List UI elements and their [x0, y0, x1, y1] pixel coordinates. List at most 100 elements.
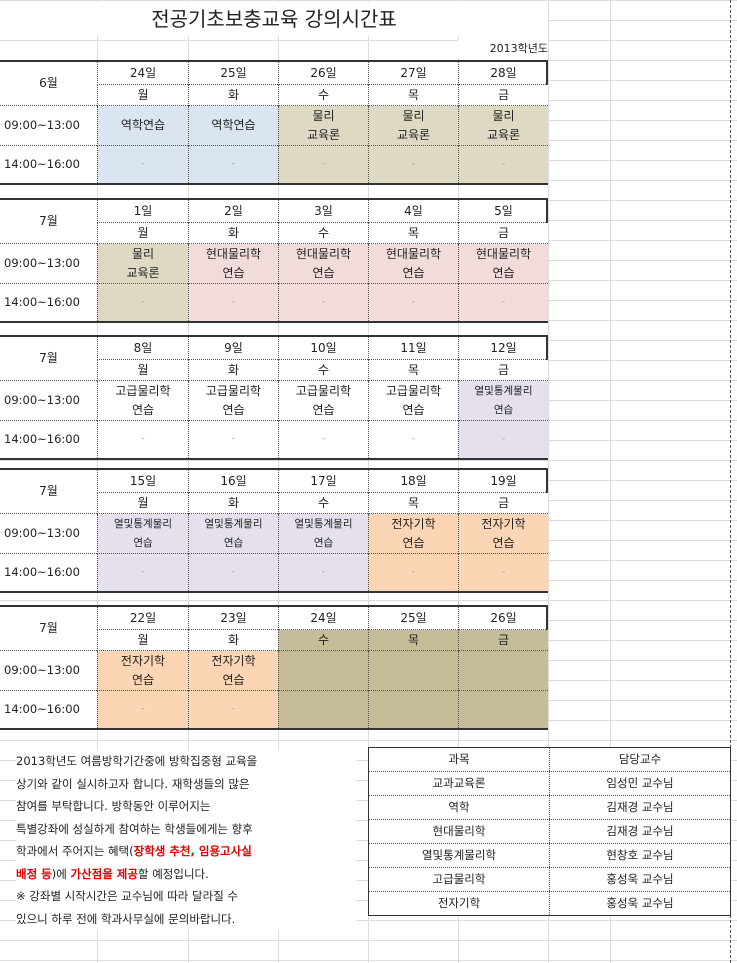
date-cell[interactable]: 11일: [368, 337, 458, 360]
morning-class-cell[interactable]: 열및통계물리 연습: [458, 381, 548, 421]
afternoon-class-cell[interactable]: [278, 691, 368, 728]
afternoon-class-cell[interactable]: -: [97, 146, 188, 183]
date-cell[interactable]: 23일: [188, 607, 278, 630]
afternoon-class-cell[interactable]: -: [188, 146, 278, 183]
afternoon-class-cell[interactable]: -: [97, 284, 188, 321]
date-cell[interactable]: 9일: [188, 337, 278, 360]
weekday-cell[interactable]: 화: [188, 223, 278, 244]
afternoon-class-cell[interactable]: -: [188, 284, 278, 321]
afternoon-class-cell[interactable]: -: [458, 146, 548, 183]
date-cell[interactable]: 18일: [368, 470, 458, 493]
date-cell[interactable]: 26일: [278, 62, 368, 85]
morning-class-cell[interactable]: 고급물리학 연습: [278, 381, 368, 421]
morning-class-cell[interactable]: 물리 교육론: [368, 106, 458, 146]
morning-class-cell[interactable]: 고급물리학 연습: [97, 381, 188, 421]
weekday-cell[interactable]: 금: [458, 223, 548, 244]
morning-class-cell[interactable]: 현대물리학 연습: [458, 244, 548, 284]
weekday-cell[interactable]: 화: [188, 630, 278, 651]
weekday-cell[interactable]: 금: [458, 493, 548, 514]
weekday-cell[interactable]: 수: [278, 493, 368, 514]
weekday-cell[interactable]: 목: [368, 223, 458, 244]
morning-class-cell[interactable]: 전자기학 연습: [97, 651, 188, 691]
afternoon-class-cell[interactable]: -: [368, 554, 458, 591]
date-cell[interactable]: 26일: [458, 607, 548, 630]
date-cell[interactable]: 12일: [458, 337, 548, 360]
morning-class-cell[interactable]: 역학연습: [97, 106, 188, 146]
afternoon-class-cell[interactable]: -: [278, 421, 368, 458]
date-cell[interactable]: 25일: [188, 62, 278, 85]
weekday-cell[interactable]: 월: [97, 223, 188, 244]
morning-class-cell[interactable]: 열및통계물리 연습: [278, 514, 368, 554]
date-cell[interactable]: 16일: [188, 470, 278, 493]
morning-class-cell[interactable]: [278, 651, 368, 691]
date-cell[interactable]: 22일: [97, 607, 188, 630]
afternoon-class-cell[interactable]: -: [458, 554, 548, 591]
weekday-cell[interactable]: 목: [368, 85, 458, 106]
afternoon-class-cell[interactable]: -: [458, 421, 548, 458]
morning-class-cell[interactable]: 고급물리학 연습: [188, 381, 278, 421]
date-cell[interactable]: 1일: [97, 200, 188, 223]
weekday-cell[interactable]: 화: [188, 85, 278, 106]
date-cell[interactable]: 3일: [278, 200, 368, 223]
weekday-cell[interactable]: 금: [458, 360, 548, 381]
afternoon-class-cell[interactable]: -: [368, 421, 458, 458]
morning-class-cell[interactable]: 물리 교육론: [278, 106, 368, 146]
weekday-cell[interactable]: 수: [278, 360, 368, 381]
afternoon-class-cell[interactable]: -: [97, 691, 188, 728]
afternoon-class-cell[interactable]: [368, 691, 458, 728]
afternoon-class-cell[interactable]: -: [188, 554, 278, 591]
date-cell[interactable]: 25일: [368, 607, 458, 630]
date-cell[interactable]: 2일: [188, 200, 278, 223]
afternoon-class-cell[interactable]: -: [97, 554, 188, 591]
morning-class-cell[interactable]: 전자기학 연습: [458, 514, 548, 554]
date-cell[interactable]: 27일: [368, 62, 458, 85]
afternoon-class-cell[interactable]: -: [278, 284, 368, 321]
date-cell[interactable]: 19일: [458, 470, 548, 493]
weekday-cell[interactable]: 목: [368, 493, 458, 514]
date-cell[interactable]: 28일: [458, 62, 548, 85]
morning-class-cell[interactable]: 현대물리학 연습: [278, 244, 368, 284]
afternoon-class-cell[interactable]: -: [278, 554, 368, 591]
date-cell[interactable]: 8일: [97, 337, 188, 360]
date-cell[interactable]: 10일: [278, 337, 368, 360]
weekday-cell[interactable]: 수: [278, 85, 368, 106]
weekday-cell[interactable]: 월: [97, 85, 188, 106]
date-cell[interactable]: 24일: [97, 62, 188, 85]
afternoon-class-cell[interactable]: -: [368, 284, 458, 321]
afternoon-class-cell[interactable]: -: [188, 691, 278, 728]
weekday-cell[interactable]: 금: [458, 85, 548, 106]
weekday-cell[interactable]: 월: [97, 360, 188, 381]
weekday-cell[interactable]: 수: [278, 630, 368, 651]
afternoon-class-cell[interactable]: [458, 691, 548, 728]
afternoon-class-cell[interactable]: -: [97, 421, 188, 458]
morning-class-cell[interactable]: 열및통계물리 연습: [188, 514, 278, 554]
afternoon-class-cell[interactable]: -: [458, 284, 548, 321]
morning-class-cell[interactable]: 역학연습: [188, 106, 278, 146]
morning-class-cell[interactable]: [458, 651, 548, 691]
date-cell[interactable]: 4일: [368, 200, 458, 223]
weekday-cell[interactable]: 화: [188, 360, 278, 381]
weekday-cell[interactable]: 금: [458, 630, 548, 651]
morning-class-cell[interactable]: 물리 교육론: [458, 106, 548, 146]
morning-class-cell[interactable]: 전자기학 연습: [188, 651, 278, 691]
afternoon-class-cell[interactable]: -: [368, 146, 458, 183]
date-cell[interactable]: 15일: [97, 470, 188, 493]
weekday-cell[interactable]: 월: [97, 630, 188, 651]
weekday-cell[interactable]: 수: [278, 223, 368, 244]
morning-class-cell[interactable]: 현대물리학 연습: [188, 244, 278, 284]
morning-class-cell[interactable]: 전자기학 연습: [368, 514, 458, 554]
weekday-cell[interactable]: 월: [97, 493, 188, 514]
morning-class-cell[interactable]: 고급물리학 연습: [368, 381, 458, 421]
weekday-cell[interactable]: 목: [368, 360, 458, 381]
afternoon-class-cell[interactable]: -: [278, 146, 368, 183]
morning-class-cell[interactable]: 열및통계물리 연습: [97, 514, 188, 554]
morning-class-cell[interactable]: 물리 교육론: [97, 244, 188, 284]
weekday-cell[interactable]: 목: [368, 630, 458, 651]
date-cell[interactable]: 17일: [278, 470, 368, 493]
date-cell[interactable]: 5일: [458, 200, 548, 223]
weekday-cell[interactable]: 화: [188, 493, 278, 514]
afternoon-class-cell[interactable]: -: [188, 421, 278, 458]
morning-class-cell[interactable]: 현대물리학 연습: [368, 244, 458, 284]
date-cell[interactable]: 24일: [278, 607, 368, 630]
morning-class-cell[interactable]: [368, 651, 458, 691]
